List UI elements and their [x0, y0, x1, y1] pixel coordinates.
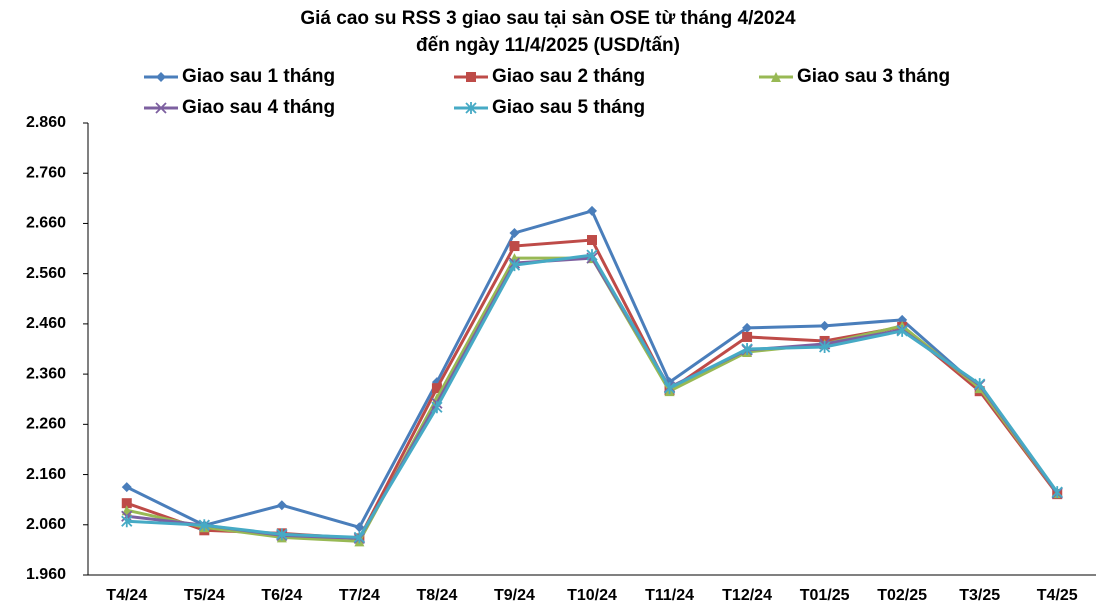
y-tick-label: 2.360	[26, 365, 66, 382]
y-tick-label: 2.660	[26, 215, 66, 232]
marker	[742, 331, 753, 342]
x-tick-label: T12/24	[722, 587, 772, 604]
marker-part	[353, 531, 366, 544]
marker-part	[121, 515, 133, 528]
marker-part	[431, 383, 442, 394]
y-tick-label: 2.860	[26, 114, 66, 131]
chart-title: Giá cao su RSS 3 giao sau tại sàn OSE từ…	[300, 8, 796, 29]
marker	[663, 382, 676, 395]
marker-part	[276, 500, 287, 511]
marker	[354, 522, 365, 533]
legend-label: Giao sau 5 tháng	[492, 97, 645, 118]
x-tick-label: T6/24	[261, 587, 302, 604]
x-tick-label: T4/25	[1037, 587, 1078, 604]
y-tick-label: 2.060	[26, 516, 66, 533]
x-tick-label: T8/24	[416, 587, 457, 604]
marker	[508, 259, 521, 272]
y-tick-label: 2.160	[26, 466, 66, 483]
legend-label: Giao sau 2 tháng	[492, 66, 645, 87]
y-tick-label: 1.960	[26, 566, 66, 583]
marker	[276, 500, 287, 511]
series-line	[126, 253, 1059, 539]
marker-part	[431, 401, 443, 414]
marker-part	[1051, 486, 1063, 499]
legend-label: Giao sau 3 tháng	[797, 66, 950, 87]
marker	[1051, 486, 1063, 499]
marker	[586, 249, 598, 262]
marker	[431, 383, 442, 394]
marker	[819, 320, 830, 331]
marker-part	[465, 102, 477, 114]
marker-part	[818, 340, 831, 353]
marker	[121, 498, 132, 509]
marker	[156, 72, 166, 82]
x-tick-label: T10/24	[567, 587, 617, 604]
y-tick-label: 2.260	[26, 416, 66, 433]
marker-part	[586, 249, 598, 262]
marker	[276, 528, 288, 541]
marker-part	[121, 482, 132, 493]
marker	[771, 72, 781, 82]
marker	[509, 241, 520, 252]
marker-part	[509, 241, 520, 252]
x-tick-label: T7/24	[339, 587, 380, 604]
marker	[431, 401, 443, 414]
marker-part	[276, 528, 288, 541]
legend-label: Giao sau 4 tháng	[182, 97, 335, 118]
y-tick-label: 2.760	[26, 164, 66, 181]
legend-label: Giao sau 1 tháng	[182, 66, 335, 87]
marker-part	[587, 235, 597, 246]
marker-part	[663, 382, 676, 395]
marker-part	[354, 522, 365, 533]
marker-part	[155, 102, 167, 114]
y-tick-label: 2.560	[26, 265, 66, 282]
x-tick-label: T01/25	[800, 587, 850, 604]
marker	[741, 343, 753, 355]
marker	[587, 235, 597, 246]
marker	[818, 340, 831, 353]
x-tick-label: T3/25	[959, 587, 1000, 604]
x-tick-label: T02/25	[877, 587, 927, 604]
marker	[465, 102, 477, 114]
marker	[974, 378, 986, 391]
series-line	[126, 256, 1059, 543]
marker-part	[508, 259, 521, 272]
series-line	[126, 238, 1059, 540]
x-tick-label: T11/24	[645, 587, 694, 604]
marker	[155, 102, 167, 114]
marker	[121, 482, 132, 493]
marker	[742, 322, 753, 333]
x-tick-label: T4/24	[106, 587, 147, 604]
marker-part	[509, 227, 520, 238]
marker-part	[587, 205, 597, 216]
marker	[353, 531, 366, 544]
y-tick-label: 2.460	[26, 315, 66, 332]
marker-part	[741, 343, 753, 355]
chart-title: đến ngày 11/4/2025 (USD/tấn)	[416, 35, 680, 56]
marker-part	[121, 498, 132, 509]
marker	[896, 324, 908, 337]
marker-part	[742, 331, 753, 342]
marker-part	[771, 72, 781, 82]
marker-part	[974, 378, 986, 391]
x-tick-label: T9/24	[494, 587, 535, 604]
marker-part	[819, 320, 830, 331]
marker	[121, 515, 133, 528]
series-line	[126, 256, 1059, 540]
marker	[587, 205, 597, 216]
marker	[466, 72, 476, 82]
marker-part	[896, 324, 908, 337]
x-tick-label: T5/24	[184, 587, 225, 604]
marker-part	[466, 72, 476, 82]
marker	[509, 227, 520, 238]
marker	[198, 519, 210, 532]
marker-part	[198, 519, 210, 532]
marker-part	[742, 322, 753, 333]
marker-part	[156, 72, 166, 82]
